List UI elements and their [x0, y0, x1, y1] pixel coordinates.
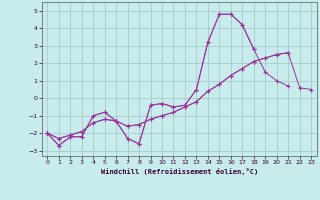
X-axis label: Windchill (Refroidissement éolien,°C): Windchill (Refroidissement éolien,°C): [100, 168, 258, 175]
